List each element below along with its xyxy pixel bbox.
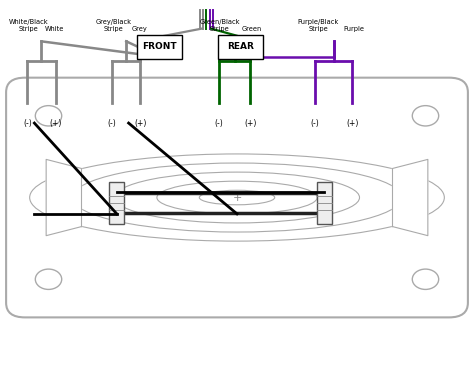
Text: FRONT: FRONT <box>142 42 176 51</box>
Text: (-): (-) <box>215 119 223 128</box>
Circle shape <box>36 269 62 290</box>
FancyBboxPatch shape <box>219 35 263 59</box>
Bar <box>109 182 124 224</box>
Text: Purple/Black
Stripe: Purple/Black Stripe <box>298 19 339 32</box>
Text: (-): (-) <box>310 119 319 128</box>
Text: White/Black
Stripe: White/Black Stripe <box>9 19 48 32</box>
Text: (-): (-) <box>23 119 32 128</box>
Text: Purple: Purple <box>343 26 364 32</box>
Text: (+): (+) <box>49 119 62 128</box>
Text: Green/Black
Stripe: Green/Black Stripe <box>200 19 240 32</box>
FancyBboxPatch shape <box>137 35 182 59</box>
Text: (+): (+) <box>346 119 359 128</box>
Text: Grey: Grey <box>131 26 147 32</box>
Text: (-): (-) <box>108 119 117 128</box>
Circle shape <box>412 269 438 290</box>
Text: (+): (+) <box>244 119 256 128</box>
Polygon shape <box>392 159 428 236</box>
Circle shape <box>36 106 62 126</box>
Text: (+): (+) <box>134 119 146 128</box>
Text: Green: Green <box>242 26 262 32</box>
Bar <box>317 182 332 224</box>
Text: REAR: REAR <box>228 42 254 51</box>
Polygon shape <box>46 159 82 236</box>
Text: +: + <box>232 193 242 202</box>
Text: White: White <box>45 26 64 32</box>
Text: Grey/Black
Stripe: Grey/Black Stripe <box>95 19 131 32</box>
Circle shape <box>412 106 438 126</box>
FancyBboxPatch shape <box>6 78 468 317</box>
